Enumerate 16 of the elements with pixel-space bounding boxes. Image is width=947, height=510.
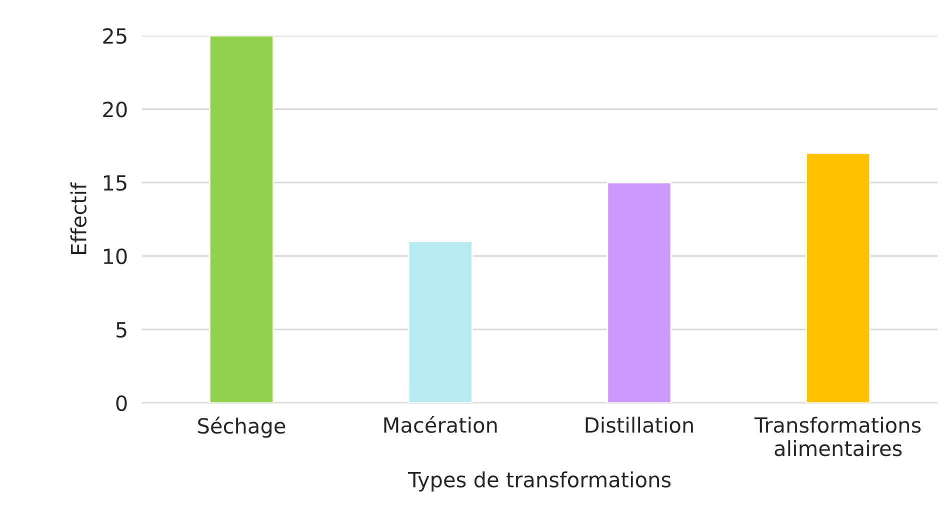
x-axis-title: Types de transformations [408,471,671,492]
y-tick-label: 25 [103,28,126,44]
bar [208,36,274,403]
y-tick-label: 10 [104,248,127,264]
y-axis-title: Effectif [70,182,87,254]
x-tick-label: Distillation [586,416,693,433]
x-tick-label: Macération [384,416,497,433]
x-tick-label: Transformations alimentaires [754,416,921,456]
x-tick-label: Séchage [198,416,286,438]
y-tick-label: 15 [104,175,126,191]
bar [606,182,672,403]
bar [408,240,473,403]
y-tick-label: 5 [116,322,126,338]
bar [806,152,871,403]
y-tick-label: 20 [103,102,127,118]
y-tick-label: 0 [116,395,127,412]
